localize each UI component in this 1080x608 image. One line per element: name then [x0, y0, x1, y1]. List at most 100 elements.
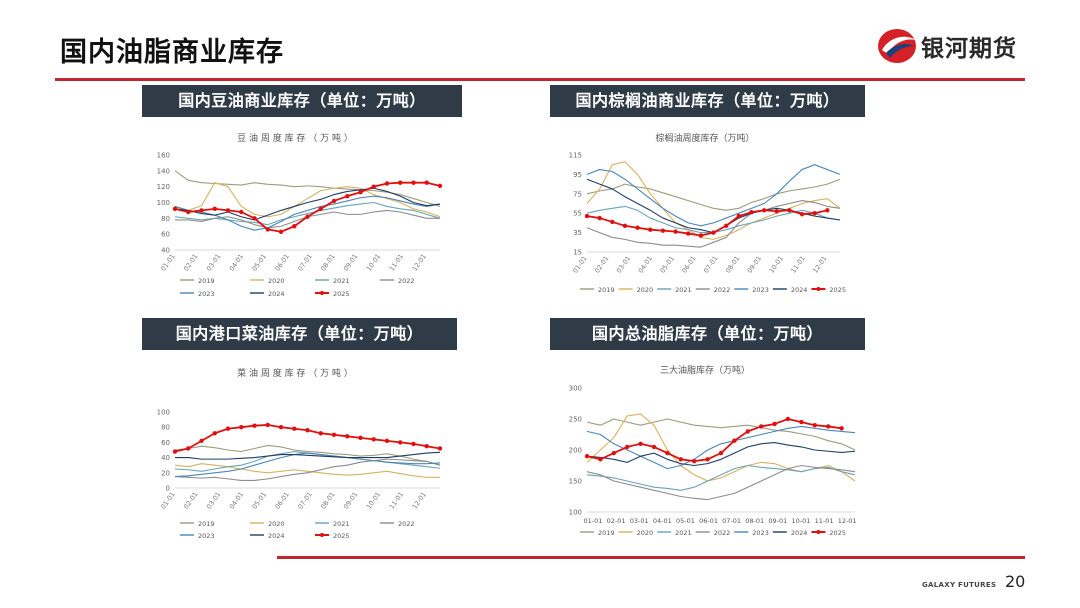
y-tick-label: 80 — [161, 424, 170, 432]
data-point-2025 — [692, 458, 697, 464]
legend-label-2020: 2020 — [637, 529, 654, 537]
series-line-2022 — [586, 464, 856, 501]
data-point-2025 — [598, 457, 603, 462]
data-point-2025 — [648, 227, 653, 232]
data-point-2025 — [437, 183, 443, 189]
data-point-2025 — [331, 198, 337, 204]
data-point-2025 — [678, 457, 683, 462]
data-point-2025 — [705, 457, 710, 462]
legend-marker-2025 — [816, 530, 821, 534]
data-point-2025 — [252, 423, 257, 428]
x-tick-label: 05-01 — [251, 253, 268, 273]
x-tick-label: 06-01 — [699, 517, 718, 525]
x-tick-label: 06-01 — [680, 255, 697, 275]
legend-label-2022: 2022 — [714, 286, 731, 294]
data-point-2025 — [660, 228, 666, 233]
legend-label-2025: 2025 — [829, 286, 846, 294]
series-line-2024 — [175, 451, 441, 460]
x-tick-label: 10-01 — [768, 255, 785, 275]
x-tick-label: 05-01 — [251, 491, 268, 511]
galaxy-logo-icon — [878, 29, 916, 63]
data-point-2025 — [225, 208, 231, 213]
y-tick-label: 40 — [161, 247, 170, 255]
y-tick-label: 35 — [573, 229, 582, 237]
data-point-2025 — [799, 211, 805, 217]
data-point-2025 — [686, 231, 691, 236]
data-point-2025 — [186, 209, 191, 215]
x-tick-label: 03-01 — [630, 517, 649, 525]
x-tick-label: 09-01 — [768, 517, 787, 525]
x-tick-label: 11-01 — [388, 491, 405, 511]
x-tick-label: 07-01 — [722, 517, 741, 525]
legend-label-2021: 2021 — [333, 277, 350, 285]
data-point-2025 — [745, 429, 750, 434]
data-point-2025 — [711, 230, 716, 235]
x-tick-label: 06-01 — [273, 253, 290, 273]
data-point-2025 — [358, 435, 363, 441]
y-tick-label: 80 — [161, 215, 170, 223]
legend-label-2019: 2019 — [198, 277, 215, 285]
legend-label-2020: 2020 — [637, 286, 654, 294]
data-point-2025 — [424, 180, 429, 185]
x-tick-label: 10-01 — [365, 253, 382, 273]
y-tick-label: 200 — [569, 447, 582, 455]
data-point-2025 — [398, 180, 403, 185]
x-tick-label: 07-01 — [702, 255, 719, 275]
series-line-2020 — [174, 182, 441, 218]
panel-header-total-oil: 国内总油脂库存（单位：万吨） — [550, 318, 865, 350]
data-point-2025 — [787, 208, 792, 213]
legend-label-2023: 2023 — [752, 286, 769, 294]
data-point-2025 — [199, 208, 204, 213]
x-tick-label: 08-01 — [319, 253, 336, 273]
chart-title: 棕榈油周度库存（万吨） — [655, 132, 754, 144]
x-tick-label: 05-01 — [658, 255, 675, 275]
legend-label-2022: 2022 — [714, 529, 731, 537]
legend-label-2023: 2023 — [198, 290, 215, 298]
series-line-2023 — [174, 452, 441, 478]
data-point-2025 — [698, 233, 704, 238]
y-tick-label: 75 — [573, 190, 582, 198]
y-tick-label: 100 — [569, 509, 582, 517]
data-point-2025 — [736, 213, 741, 219]
data-point-2025 — [172, 449, 178, 454]
data-point-2025 — [651, 444, 657, 450]
y-tick-label: 100 — [157, 409, 170, 417]
data-point-2025 — [384, 181, 390, 186]
soybean-oil-inventory-chart: 豆 油 周 度 库 存 （ 万 吨 ） 40 60 80 100 120 140 160 01-… — [157, 132, 443, 298]
series-line-2021 — [586, 464, 856, 491]
x-tick-label: 01-01 — [584, 517, 603, 525]
series-line-2025 — [586, 209, 828, 237]
x-tick-label: 07-01 — [296, 491, 313, 511]
x-tick-label: 12-01 — [838, 517, 857, 525]
page-title: 国内油脂商业库存 — [60, 37, 284, 68]
x-tick-label: 12-01 — [411, 253, 428, 273]
series-line-2021 — [586, 205, 841, 234]
x-tick-label: 12-01 — [811, 255, 828, 275]
legend-label-2024: 2024 — [268, 290, 285, 298]
data-point-2025 — [785, 416, 791, 422]
legend-label-2024: 2024 — [791, 529, 808, 537]
series-line-2021 — [174, 201, 441, 226]
data-point-2025 — [305, 214, 310, 219]
data-point-2025 — [774, 209, 779, 214]
data-point-2025 — [723, 223, 729, 229]
data-point-2025 — [424, 444, 429, 449]
title-divider — [55, 78, 1025, 81]
chart-title: 豆 油 周 度 库 存 （ 万 吨 ） — [237, 132, 353, 144]
series-line-2022 — [174, 458, 441, 481]
data-point-2025 — [371, 184, 376, 189]
data-point-2025 — [584, 213, 590, 219]
data-point-2025 — [411, 441, 416, 447]
data-point-2025 — [673, 229, 678, 234]
data-point-2025 — [584, 454, 590, 459]
legend-label-2025: 2025 — [333, 532, 350, 540]
data-point-2025 — [411, 180, 416, 185]
data-point-2025 — [622, 223, 628, 229]
legend-label-2019: 2019 — [598, 529, 615, 537]
x-tick-label: 04-01 — [653, 517, 672, 525]
data-point-2025 — [292, 426, 297, 431]
x-tick-label: 06-01 — [273, 491, 290, 511]
data-point-2025 — [305, 428, 310, 433]
x-tick-label: 03-01 — [205, 491, 222, 511]
x-tick-label: 02-01 — [593, 255, 610, 275]
